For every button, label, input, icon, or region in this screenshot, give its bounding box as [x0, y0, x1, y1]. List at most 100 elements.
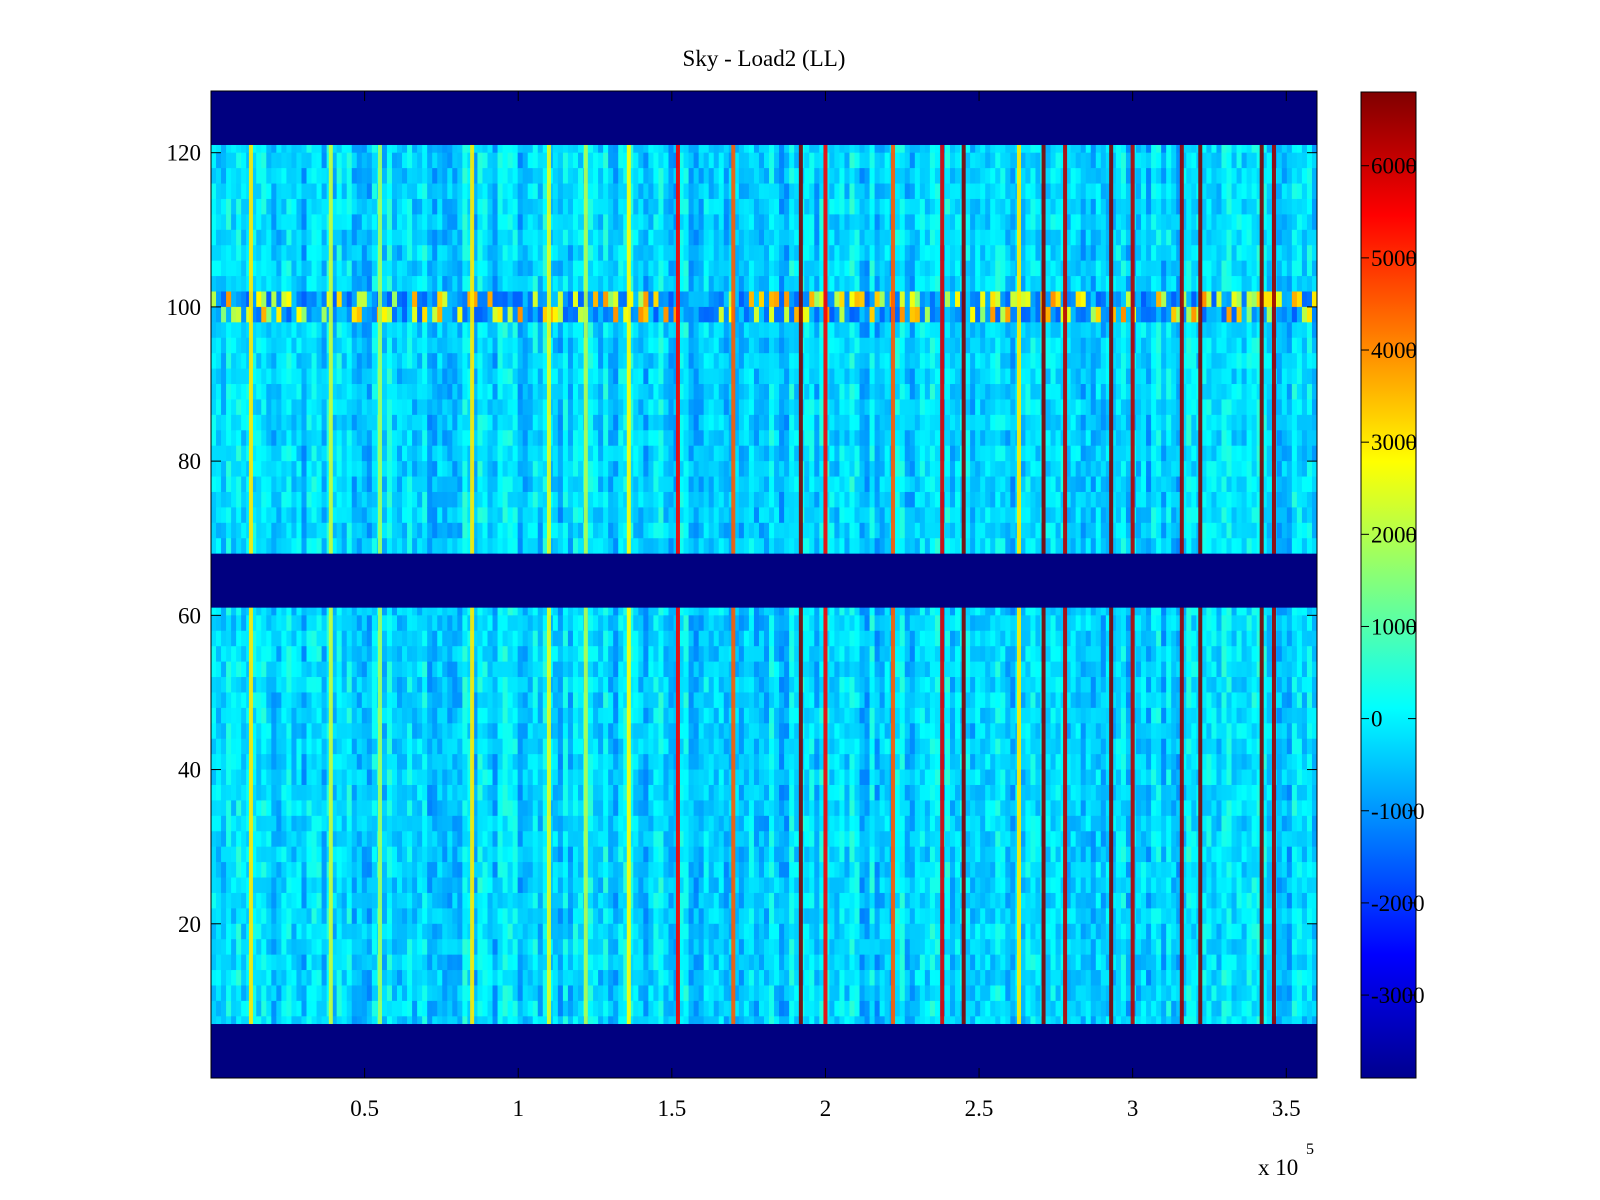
heatmap-cell: [562, 430, 569, 447]
heatmap-cell: [211, 738, 217, 755]
heatmap-cell: [497, 538, 504, 555]
heatmap-cell: [492, 800, 499, 817]
heatmap-cell: [593, 430, 599, 447]
heatmap-cell: [381, 168, 388, 185]
heatmap-cell: [567, 923, 574, 940]
heatmap-cell: [301, 291, 308, 308]
heatmap-cell: [276, 291, 282, 308]
heatmap-cell: [271, 337, 277, 354]
heatmap-cell: [442, 677, 448, 694]
heatmap-cell: [562, 522, 569, 539]
heatmap-cell: [336, 877, 343, 894]
heatmap-cell: [482, 461, 489, 478]
heatmap-cell: [261, 985, 267, 1002]
heatmap-cell: [537, 152, 544, 169]
heatmap-cell: [226, 430, 232, 447]
heatmap-cell: [522, 954, 529, 971]
heatmap-cell: [572, 414, 579, 431]
heatmap-cell: [507, 677, 514, 694]
heatmap-cell: [251, 723, 257, 740]
heatmap-cell: [527, 985, 534, 1002]
heatmap-cell: [412, 754, 418, 771]
heatmap-cell: [422, 322, 428, 339]
heatmap-cell: [366, 784, 373, 801]
heatmap-cell: [366, 723, 373, 740]
heatmap-cell: [567, 862, 574, 879]
heatmap-cell: [422, 723, 428, 740]
heatmap-cell: [542, 229, 549, 246]
heatmap-cell: [381, 476, 388, 493]
heatmap-cell: [432, 198, 438, 215]
heatmap-cell: [572, 245, 579, 262]
heatmap-cell: [221, 507, 227, 524]
heatmap-cell: [417, 692, 423, 709]
heatmap-cell: [447, 168, 453, 185]
heatmap-cell: [281, 384, 288, 401]
heatmap-cell: [301, 723, 308, 740]
heatmap-cell: [497, 260, 504, 277]
heatmap-cell: [567, 646, 574, 663]
heatmap-cell: [407, 923, 413, 940]
heatmap-cell: [221, 368, 227, 385]
heatmap-cell: [366, 168, 373, 185]
heatmap-cell: [336, 538, 343, 555]
heatmap-cell: [241, 846, 247, 863]
heatmap-cell: [588, 939, 594, 956]
heatmap-cell: [457, 384, 463, 401]
heatmap-cell: [457, 353, 463, 370]
heatmap-cell: [537, 923, 544, 940]
heatmap-cell: [276, 723, 282, 740]
heatmap-cell: [356, 168, 363, 185]
heatmap-cell: [442, 183, 448, 200]
heatmap-cell: [366, 368, 373, 385]
heatmap-cell: [512, 384, 519, 401]
heatmap-cell: [306, 754, 313, 771]
heatmap-cell: [351, 461, 358, 478]
heatmap-cell: [462, 599, 468, 616]
heatmap-cell: [447, 538, 453, 555]
heatmap-cell: [311, 183, 318, 200]
heatmap-cell: [311, 985, 318, 1002]
heatmap-cell: [452, 152, 458, 169]
heatmap-cell: [381, 198, 388, 215]
heatmap-cell: [427, 985, 433, 1002]
heatmap-cell: [482, 445, 489, 462]
heatmap-cell: [542, 923, 549, 940]
heatmap-cell: [517, 599, 524, 616]
heatmap-cell: [311, 368, 318, 385]
heatmap-cell: [598, 646, 604, 663]
heatmap-cell: [487, 245, 494, 262]
heatmap-cell: [502, 939, 509, 956]
heatmap-cell: [266, 784, 272, 801]
heatmap-cell: [507, 908, 514, 925]
heatmap-cell: [391, 476, 398, 493]
heatmap-cell: [361, 923, 368, 940]
heatmap-cell: [336, 461, 343, 478]
heatmap-cell: [346, 877, 353, 894]
heatmap-cell: [291, 414, 298, 431]
heatmap-cell: [266, 507, 272, 524]
heatmap-cell: [482, 1000, 489, 1017]
heatmap-cell: [437, 738, 443, 755]
heatmap-cell: [311, 738, 318, 755]
heatmap-cell: [437, 183, 443, 200]
heatmap-cell: [241, 322, 247, 339]
heatmap-cell: [397, 353, 403, 370]
heatmap-cell: [361, 677, 368, 694]
heatmap-cell: [412, 152, 418, 169]
heatmap-cell: [427, 615, 433, 632]
heatmap-cell: [462, 337, 468, 354]
heatmap-cell: [251, 198, 257, 215]
heatmap-cell: [221, 939, 227, 956]
heatmap-cell: [291, 615, 298, 632]
heatmap-cell: [381, 846, 388, 863]
heatmap-cell: [437, 877, 443, 894]
heatmap-cell: [276, 970, 282, 987]
heatmap-cell: [522, 862, 529, 879]
heatmap-cell: [457, 615, 463, 632]
heatmap-cell: [447, 954, 453, 971]
heatmap-cell: [407, 245, 413, 262]
heatmap-cell: [417, 661, 423, 678]
heatmap-cell: [422, 168, 428, 185]
heatmap-cell: [472, 337, 479, 354]
